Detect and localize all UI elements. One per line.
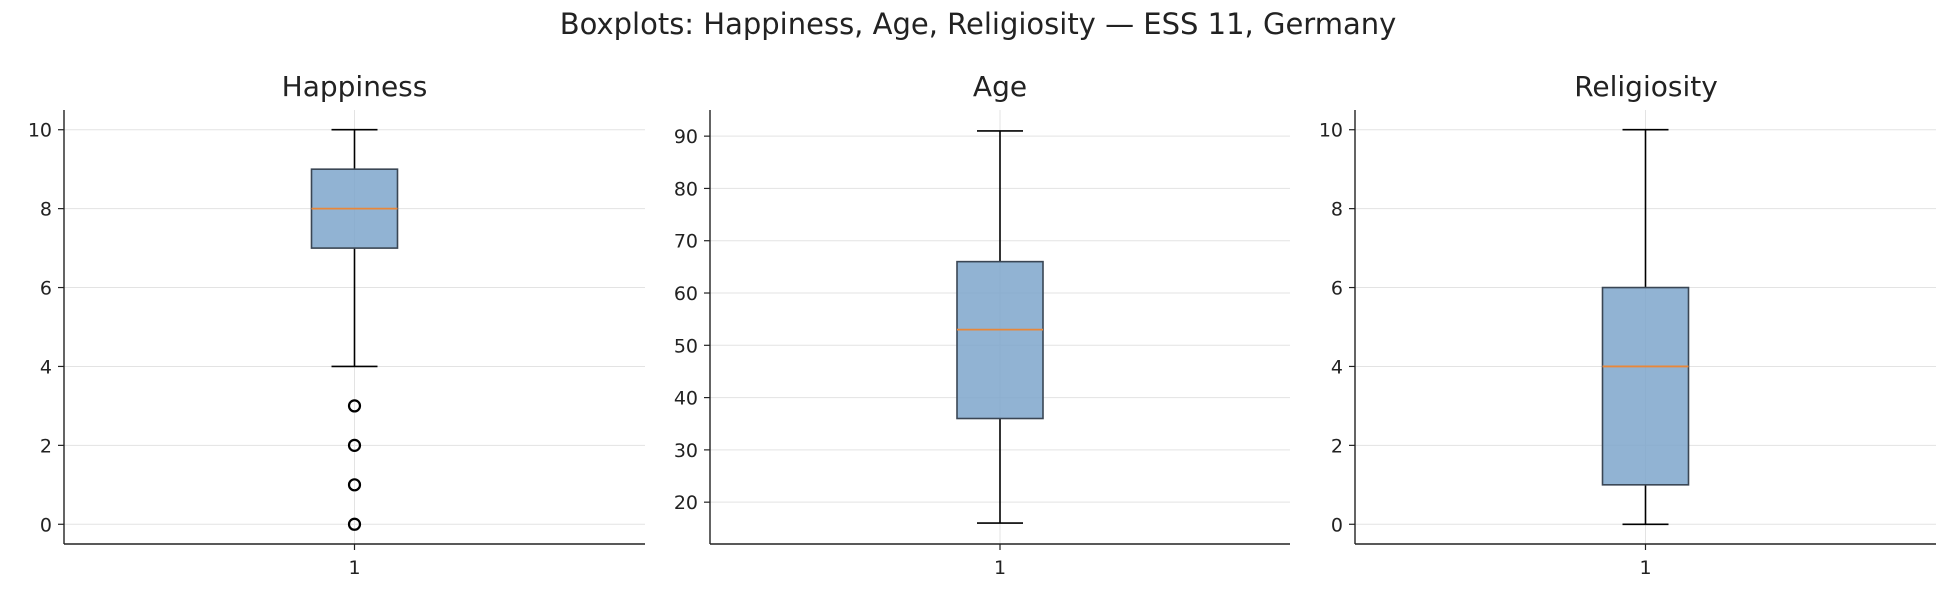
y-tick-label: 30 <box>674 440 698 462</box>
y-tick-label: 8 <box>40 199 52 221</box>
subplot-title-happiness: Happiness <box>282 70 428 103</box>
y-tick-label: 6 <box>1331 278 1343 300</box>
iqr-box <box>1601 286 1690 486</box>
y-tick-label: 4 <box>1331 356 1343 378</box>
subplot-religiosity: Religiosity 0 2 4 6 8 10 1 <box>1319 70 1936 579</box>
outlier-point <box>347 399 362 413</box>
y-tick-label: 0 <box>1331 514 1343 536</box>
y-tick-label: 70 <box>674 231 698 253</box>
y-tick-label: 10 <box>28 120 52 142</box>
iqr-box <box>956 260 1044 420</box>
y-tick-label: 2 <box>1331 435 1343 457</box>
y-tick-label: 10 <box>1319 120 1343 142</box>
y-tick-label: 6 <box>40 278 52 300</box>
subplot-happiness: Happiness 0 2 4 6 8 10 1 <box>28 70 645 579</box>
subplot-age: Age 20 30 40 50 60 70 80 90 1 <box>674 70 1290 579</box>
figure-title: Boxplots: Happiness, Age, Religiosity — … <box>560 7 1397 41</box>
y-tick-label: 40 <box>674 388 698 410</box>
outlier-point <box>347 517 362 531</box>
y-tick-label: 2 <box>40 435 52 457</box>
y-tick-label: 80 <box>674 178 698 200</box>
y-tick-label: 50 <box>674 335 698 357</box>
y-tick-label: 90 <box>674 126 698 148</box>
y-tick-label: 20 <box>674 492 698 514</box>
y-tick-label: 4 <box>40 356 52 378</box>
x-tick-label: 1 <box>1639 557 1651 579</box>
outlier-point <box>347 438 362 452</box>
subplot-title-age: Age <box>973 70 1027 103</box>
y-tick-label: 0 <box>40 514 52 536</box>
y-tick-label: 60 <box>674 283 698 305</box>
subplot-title-religiosity: Religiosity <box>1574 70 1718 103</box>
outlier-point <box>347 478 362 492</box>
y-tick-label: 8 <box>1331 199 1343 221</box>
x-tick-label: 1 <box>994 557 1006 579</box>
x-tick-label: 1 <box>348 557 360 579</box>
